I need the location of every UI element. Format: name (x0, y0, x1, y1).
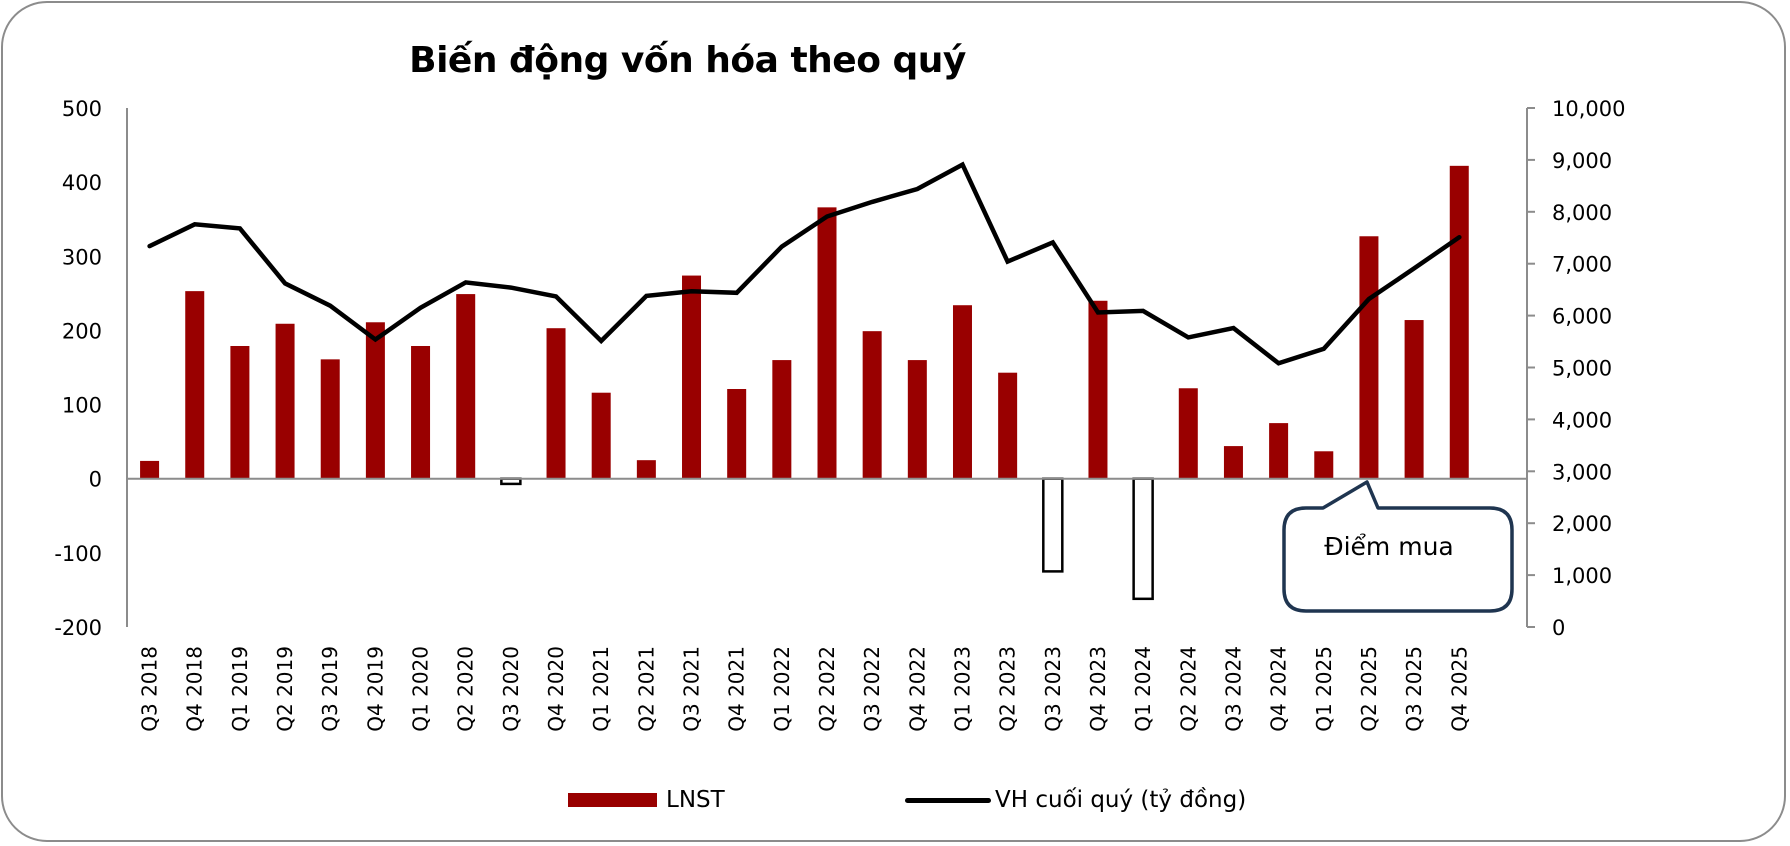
x-tick-label: Q3 2018 (138, 646, 162, 732)
x-tick-label: Q2 2023 (996, 646, 1020, 732)
bar-q3-2022 (862, 331, 882, 479)
bar-q2-2019 (275, 323, 295, 479)
bar-q3-2023 (1042, 477, 1064, 573)
x-tick-label: Q2 2019 (273, 646, 297, 732)
x-tick-label: Q2 2025 (1357, 646, 1381, 732)
bar-q1-2022 (772, 360, 792, 479)
x-tick-label: Q4 2025 (1447, 646, 1471, 732)
bar-q1-2019 (230, 345, 250, 479)
right-tick-label: 8,000 (1552, 201, 1612, 225)
bar-q2-2024 (1178, 388, 1198, 479)
x-tick-label: Q4 2022 (905, 646, 929, 732)
bar-q3-2025 (1404, 320, 1424, 479)
right-tick-label: 5,000 (1552, 357, 1612, 381)
left-tick-label: 400 (62, 171, 102, 195)
bar-q2-2020 (456, 294, 476, 479)
bar-q3-2018 (140, 460, 160, 479)
line-series-vh (147, 161, 1462, 366)
right-tick-label: 4,000 (1552, 408, 1612, 432)
right-tick-label: 1,000 (1552, 564, 1612, 588)
x-tick-label: Q1 2023 (950, 646, 974, 732)
bar-q1-2021 (591, 392, 611, 479)
bar-q1-2025 (1314, 451, 1334, 479)
legend-bar-swatch-icon (568, 793, 657, 807)
bar-q3-2019 (320, 359, 340, 479)
callout-text: Điểm mua (1324, 532, 1454, 561)
bar-q2-2022 (817, 207, 837, 479)
bar-q2-2021 (636, 460, 656, 479)
left-axis-ticks: 500 400 300 200 100 0 -100 -200 (54, 97, 102, 640)
x-tick-label: Q3 2020 (499, 646, 523, 732)
x-tick-label: Q4 2024 (1267, 646, 1291, 732)
left-tick-label: 500 (62, 97, 102, 121)
x-tick-label: Q3 2023 (1041, 646, 1065, 732)
x-tick-label: Q1 2024 (1131, 646, 1155, 732)
bar-q4-2021 (727, 389, 747, 479)
legend-line-swatch-icon (905, 797, 991, 803)
x-tick-label: Q3 2019 (318, 646, 342, 732)
bar-q3-2024 (1223, 446, 1243, 479)
left-tick-label: 300 (62, 245, 102, 269)
x-tick-label: Q1 2025 (1312, 646, 1336, 732)
bar-q4-2022 (907, 360, 927, 479)
bar-q4-2020 (546, 328, 566, 479)
x-tick-label: Q3 2021 (680, 646, 704, 732)
x-axis-labels: Q3 2018 Q4 2018 Q1 2019 Q2 2019 Q3 2019 Q4 20… (138, 646, 1472, 732)
right-tick-label: 3,000 (1552, 460, 1612, 484)
x-tick-label: Q1 2020 (409, 646, 433, 732)
legend-item-lnst: LNST (568, 784, 725, 816)
bar-q4-2025 (1449, 165, 1469, 479)
x-tick-label: Q2 2021 (634, 646, 658, 732)
legend-label-lnst: LNST (666, 787, 725, 813)
bar-q1-2020 (411, 345, 431, 479)
x-tick-label: Q3 2024 (1221, 646, 1245, 732)
bar-q3-2021 (682, 275, 702, 479)
legend-item-vh: VH cuối quý (tỷ đồng) (905, 784, 1246, 816)
vh-line (147, 161, 1462, 366)
x-tick-label: Q2 2022 (815, 646, 839, 732)
x-tick-label: Q4 2020 (544, 646, 568, 732)
x-tick-label: Q4 2018 (183, 646, 207, 732)
right-tick-label: 9,000 (1552, 149, 1612, 173)
x-tick-label: Q4 2023 (1086, 646, 1110, 732)
x-tick-label: Q3 2025 (1402, 646, 1426, 732)
chart-title: Biến động vốn hóa theo quý (409, 40, 966, 81)
right-tick-label: 6,000 (1552, 305, 1612, 329)
x-tick-label: Q1 2022 (770, 646, 794, 732)
bar-q4-2018 (185, 291, 205, 479)
x-tick-label: Q1 2019 (228, 646, 252, 732)
bar-q1-2023 (952, 305, 972, 479)
bar-q1-2024 (1132, 477, 1154, 601)
bar-q4-2024 (1269, 423, 1289, 479)
right-axis-ticks: 10,000 9,000 8,000 7,000 6,000 5,000 4,000 3,00… (1527, 97, 1625, 640)
bar-series-lnst (140, 165, 1469, 601)
right-tick-label: 7,000 (1552, 253, 1612, 277)
right-tick-label: 2,000 (1552, 512, 1612, 536)
left-tick-label: -100 (54, 542, 102, 566)
bar-q4-2023 (1088, 300, 1108, 479)
callout-diem-mua (1282, 480, 1514, 613)
left-tick-label: -200 (54, 616, 102, 640)
x-tick-label: Q3 2022 (860, 646, 884, 732)
x-tick-label: Q2 2024 (1176, 646, 1200, 732)
bar-q2-2023 (998, 372, 1018, 479)
bar-q2-2025 (1359, 236, 1379, 479)
left-tick-label: 0 (89, 468, 102, 492)
right-tick-label: 0 (1552, 616, 1565, 640)
left-tick-label: 100 (62, 394, 102, 418)
legend-label-vh: VH cuối quý (tỷ đồng) (995, 787, 1247, 813)
x-tick-label: Q4 2021 (725, 646, 749, 732)
bar-q4-2019 (365, 322, 385, 479)
x-tick-label: Q4 2019 (363, 646, 387, 732)
x-tick-label: Q1 2021 (589, 646, 613, 732)
x-tick-label: Q2 2020 (454, 646, 478, 732)
left-tick-label: 200 (62, 319, 102, 343)
right-tick-label: 10,000 (1552, 97, 1625, 121)
